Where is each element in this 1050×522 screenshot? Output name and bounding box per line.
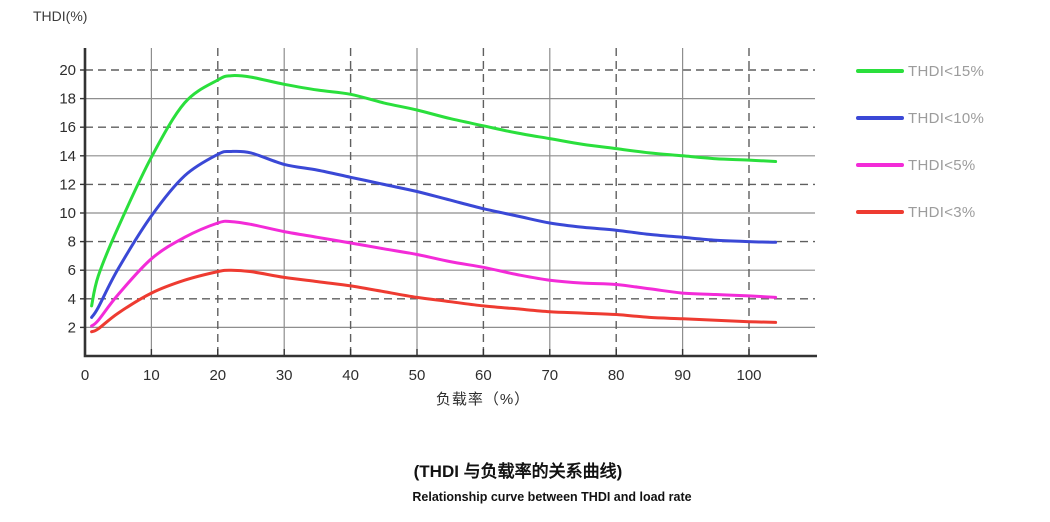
y-tick-label-4: 4 — [68, 291, 76, 308]
legend-swatch-thdi-lt-5 — [856, 163, 904, 167]
x-tick-label-20: 20 — [209, 367, 226, 384]
x-axis-title: 负载率（%） — [435, 391, 531, 408]
legend-swatch-thdi-lt-10 — [856, 116, 904, 120]
y-tick-label-14: 14 — [59, 148, 76, 165]
y-tick-label-10: 10 — [59, 205, 76, 222]
axis-lines — [83, 48, 817, 358]
chart-canvas: 0 10 20 30 40 50 60 70 80 90 100 2 4 6 8 10 12 14 16 18 20 — [59, 48, 817, 384]
legend-swatch-thdi-lt-15 — [856, 69, 904, 73]
y-axis-title: THDI(%) — [33, 8, 88, 24]
y-tick-label-16: 16 — [59, 119, 76, 136]
legend-label-thdi-lt-10: THDI<10% — [908, 109, 985, 127]
x-tick-label-70: 70 — [541, 367, 558, 384]
legend-swatch-thdi-lt-3 — [856, 210, 904, 214]
x-tick-label-50: 50 — [409, 367, 426, 384]
curve-THDI<5% — [90, 219, 778, 328]
legend-item-thdi-lt-3: THDI<3% — [856, 198, 984, 226]
legend-item-thdi-lt-5: THDI<5% — [856, 151, 984, 179]
caption-en: Relationship curve between THDI and load… — [412, 490, 692, 504]
y-tick-label-8: 8 — [68, 234, 76, 251]
x-tick-label-90: 90 — [674, 367, 691, 384]
y-tick-label-2: 2 — [68, 319, 76, 336]
x-tick-label-30: 30 — [276, 367, 293, 384]
legend-label-thdi-lt-15: THDI<15% — [908, 62, 985, 80]
curve-THDI<10% — [90, 149, 778, 319]
y-tick-label-12: 12 — [59, 176, 76, 193]
curve-THDI<15% — [90, 74, 778, 308]
x-tick-label-10: 10 — [143, 367, 160, 384]
chart-legend: THDI<15% THDI<10% THDI<5% THDI<3% — [856, 57, 984, 245]
x-tick-label-40: 40 — [342, 367, 359, 384]
legend-label-thdi-lt-5: THDI<5% — [908, 156, 976, 174]
legend-label-thdi-lt-3: THDI<3% — [908, 203, 976, 221]
caption-zh: (THDI 与负载率的关系曲线) — [413, 462, 623, 481]
legend-item-thdi-lt-10: THDI<10% — [856, 104, 984, 132]
x-tick-label-80: 80 — [608, 367, 625, 384]
x-tick-label-60: 60 — [475, 367, 492, 384]
x-tick-label-100: 100 — [736, 367, 761, 384]
curve-THDI<3% — [90, 268, 778, 334]
legend-item-thdi-lt-15: THDI<15% — [856, 57, 984, 85]
y-tick-label-6: 6 — [68, 262, 76, 279]
x-tick-label-0: 0 — [81, 367, 89, 384]
y-tick-label-18: 18 — [59, 91, 76, 108]
y-tick-label-20: 20 — [59, 62, 76, 79]
